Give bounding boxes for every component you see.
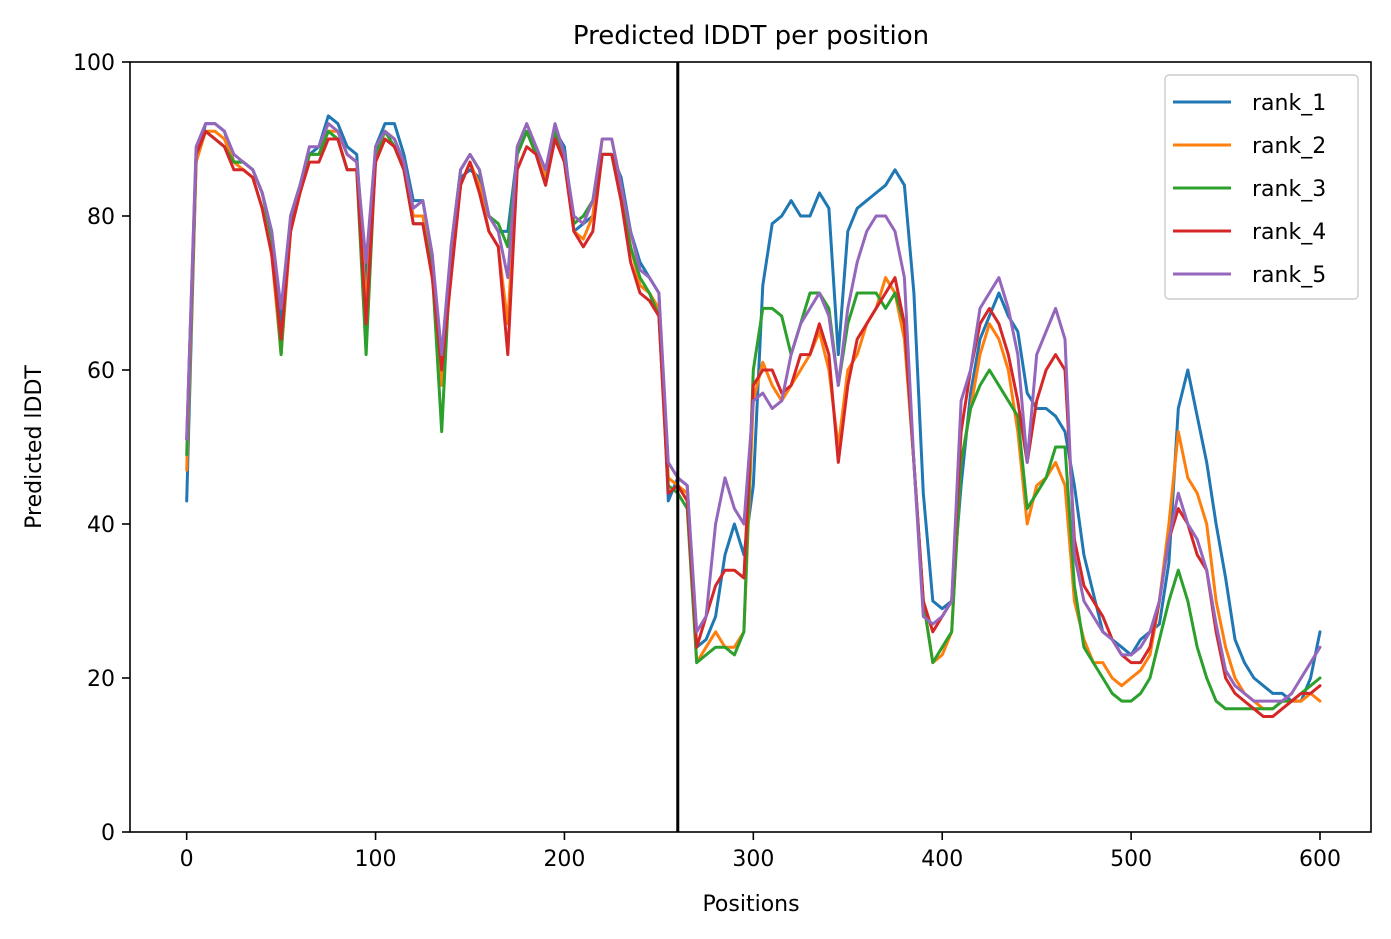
y-axis-title: Predicted lDDT — [22, 365, 47, 529]
y-tick-label: 100 — [73, 51, 115, 76]
legend: rank_1 rank_2 rank_3 rank_4 rank_5 — [1164, 74, 1359, 300]
y-tick-label: 0 — [101, 821, 115, 846]
x-tick-label: 500 — [1110, 847, 1152, 872]
series-line-5 — [185, 122, 1322, 703]
y-tick-label: 60 — [87, 359, 115, 384]
x-tick-label: 600 — [1299, 847, 1341, 872]
legend-label-1: rank_1 — [1252, 91, 1326, 116]
y-tick-label: 80 — [87, 205, 115, 230]
y-axis-ticks: 0 20 40 60 80 100 — [73, 51, 130, 846]
legend-label-3: rank_3 — [1252, 177, 1326, 202]
legend-label-2: rank_2 — [1252, 134, 1326, 159]
x-tick-label: 400 — [921, 847, 963, 872]
series-layer — [185, 114, 1322, 718]
x-tick-label: 0 — [180, 847, 194, 872]
plot-frame — [129, 61, 1372, 833]
x-tick-label: 100 — [355, 847, 397, 872]
y-tick-label: 20 — [87, 667, 115, 692]
y-tick-label: 40 — [87, 513, 115, 538]
x-tick-label: 300 — [732, 847, 774, 872]
x-tick-label: 200 — [543, 847, 585, 872]
legend-label-5: rank_5 — [1252, 263, 1326, 288]
chart-title: Predicted lDDT per position — [573, 21, 929, 51]
x-axis-title: Positions — [702, 892, 799, 917]
legend-label-4: rank_4 — [1252, 220, 1326, 245]
x-axis-ticks: 0 100 200 300 400 500 600 — [180, 832, 1341, 872]
legend-box — [1164, 74, 1359, 300]
